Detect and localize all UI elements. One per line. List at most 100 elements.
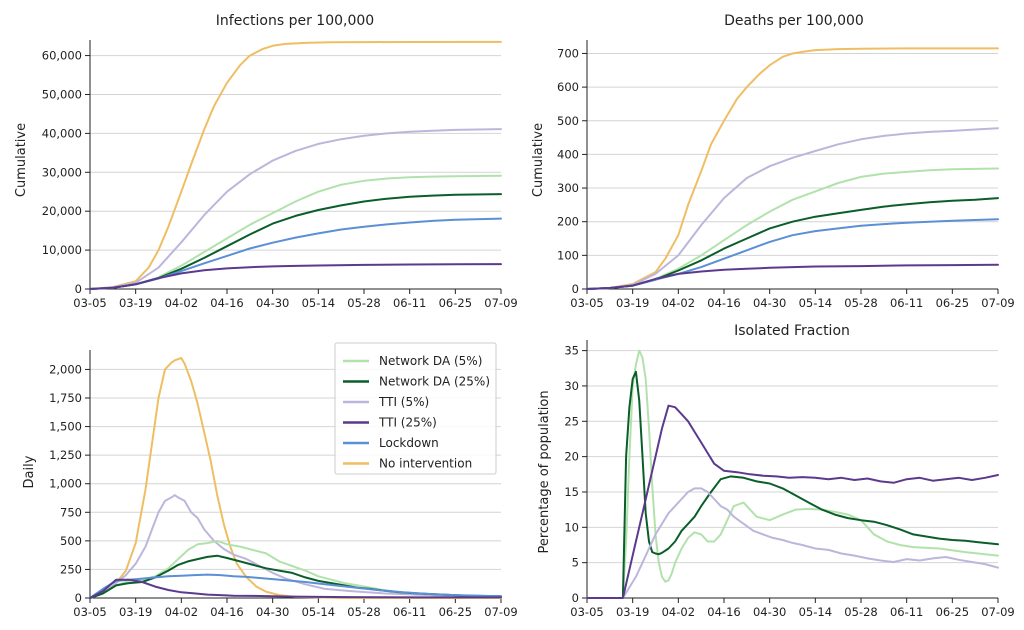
infections-panel-title: Infections per 100,000 xyxy=(216,13,374,29)
isolated-ytick-label: 20 xyxy=(564,450,579,464)
isolated-ytick-label: 30 xyxy=(564,379,579,393)
isolated-ytick-label: 10 xyxy=(564,520,579,534)
isolated-xtick-label: 03-19 xyxy=(616,605,649,619)
infections-xtick-label: 03-05 xyxy=(73,296,106,310)
infections-ytick-label: 30,000 xyxy=(42,165,82,179)
isolated-xtick-label: 04-30 xyxy=(753,605,786,619)
daily-ytick-label: 250 xyxy=(60,562,82,576)
deaths-panel-title: Deaths per 100,000 xyxy=(724,13,864,29)
infections-ytick-label: 0 xyxy=(75,282,82,296)
isolated-xtick-label: 04-02 xyxy=(662,605,695,619)
isolated-xtick-label: 06-25 xyxy=(936,605,969,619)
daily-xtick-label: 05-14 xyxy=(302,605,335,619)
isolated-xtick-label: 04-16 xyxy=(707,605,740,619)
daily-xtick-label: 04-16 xyxy=(210,605,243,619)
daily-panel: 0 250 500 750 1,000 1,250 1,500 1,750 2,000 03-05… xyxy=(49,350,518,619)
deaths-series-no-intervention xyxy=(586,47,999,290)
isolated-ytick-label: 15 xyxy=(564,485,579,499)
infections-series-no-intervention xyxy=(89,40,502,290)
infections-series-tti-5 xyxy=(89,128,502,290)
infections-xtick-label: 05-28 xyxy=(347,296,380,310)
infections-ytick-label: 20,000 xyxy=(42,204,82,218)
infections-xtick-label: 04-02 xyxy=(165,296,198,310)
isolated-ylabel: Percentage of population xyxy=(537,390,552,553)
daily-ytick-label: 1,500 xyxy=(49,420,82,434)
deaths-ytick-label: 700 xyxy=(557,46,579,60)
daily-series-tti-25 xyxy=(89,578,502,599)
infections-xtick-label: 06-25 xyxy=(439,296,472,310)
infections-series-tti-25 xyxy=(89,263,502,290)
daily-ytick-label: 750 xyxy=(60,505,82,519)
deaths-series-tti-5 xyxy=(586,127,999,290)
infections-xtick-label: 04-16 xyxy=(210,296,243,310)
deaths-xtick-label: 06-11 xyxy=(890,296,923,310)
deaths-ytick-label: 600 xyxy=(557,80,579,94)
isolated-ytick-label: 5 xyxy=(572,556,579,570)
deaths-xtick-label: 05-14 xyxy=(799,296,832,310)
deaths-ytick-label: 500 xyxy=(557,114,579,128)
isolated-ytick-label: 0 xyxy=(572,591,579,605)
daily-series-tti-5 xyxy=(89,494,502,599)
infections-panel: 0 10,000 20,000 30,000 40,000 50,000 60,000 03-… xyxy=(42,40,518,310)
isolated-panel-title: Isolated Fraction xyxy=(734,323,850,339)
infections-ylabel: Cumulative xyxy=(14,123,29,197)
infections-xtick-label: 04-30 xyxy=(256,296,289,310)
deaths-ytick-label: 400 xyxy=(557,147,579,161)
legend-label-network-da-5: Network DA (5%) xyxy=(379,354,482,368)
legend-label-no-intervention: No intervention xyxy=(379,457,472,471)
daily-xtick-label: 05-28 xyxy=(347,605,380,619)
legend-label-tti-25: TTI (25%) xyxy=(378,416,437,430)
daily-ytick-label: 2,000 xyxy=(49,362,82,376)
deaths-ytick-label: 200 xyxy=(557,215,579,229)
deaths-xtick-label: 05-28 xyxy=(844,296,877,310)
deaths-xtick-label: 07-09 xyxy=(981,296,1014,310)
deaths-series-network-da-5 xyxy=(586,167,999,290)
isolated-ytick-label: 25 xyxy=(564,414,579,428)
daily-xtick-label: 03-19 xyxy=(119,605,152,619)
infections-ytick-label: 60,000 xyxy=(42,49,82,63)
deaths-xtick-label: 04-02 xyxy=(662,296,695,310)
isolated-series-network-da-5 xyxy=(586,349,999,599)
deaths-ytick-label: 300 xyxy=(557,181,579,195)
deaths-xtick-label: 03-05 xyxy=(570,296,603,310)
legend-label-network-da-25: Network DA (25%) xyxy=(379,375,490,389)
infections-xtick-label: 06-11 xyxy=(393,296,426,310)
deaths-xtick-label: 04-16 xyxy=(707,296,740,310)
daily-ytick-label: 1,750 xyxy=(49,391,82,405)
deaths-panel: 0 100 200 300 400 500 600 700 03-05 03-19 04-02 04-… xyxy=(557,40,1015,310)
deaths-xtick-label: 03-19 xyxy=(616,296,649,310)
isolated-xtick-label: 05-14 xyxy=(799,605,832,619)
infections-ytick-label: 10,000 xyxy=(42,243,82,257)
daily-xtick-label: 04-02 xyxy=(165,605,198,619)
deaths-ytick-label: 100 xyxy=(557,248,579,262)
daily-xtick-label: 07-09 xyxy=(484,605,517,619)
legend-label-lockdown: Lockdown xyxy=(379,436,439,450)
deaths-series-tti-25 xyxy=(586,263,999,290)
isolated-series-tti-25 xyxy=(586,404,999,599)
infections-ytick-label: 50,000 xyxy=(42,87,82,101)
deaths-ytick-label: 0 xyxy=(572,282,579,296)
deaths-xtick-label: 06-25 xyxy=(936,296,969,310)
isolated-ytick-label: 35 xyxy=(564,344,579,358)
daily-ytick-label: 1,250 xyxy=(49,448,82,462)
isolated-xtick-label: 03-05 xyxy=(570,605,603,619)
infections-xtick-label: 07-09 xyxy=(484,296,517,310)
daily-ytick-label: 1,000 xyxy=(49,477,82,491)
daily-xtick-label: 06-25 xyxy=(439,605,472,619)
daily-xtick-label: 06-11 xyxy=(393,605,426,619)
isolated-panel: 0 5 10 15 20 25 30 35 03-05 03-19 04-02 04-16 04-30 0… xyxy=(564,340,1015,619)
daily-ytick-label: 500 xyxy=(60,534,82,548)
daily-ytick-label: 0 xyxy=(75,591,82,605)
daily-ylabel: Daily xyxy=(22,455,37,488)
infections-xtick-label: 03-19 xyxy=(119,296,152,310)
deaths-series-lockdown xyxy=(586,218,999,290)
deaths-ylabel: Cumulative xyxy=(531,123,546,197)
infections-ytick-label: 40,000 xyxy=(42,126,82,140)
daily-series-lockdown xyxy=(89,573,502,599)
legend-label-tti-5: TTI (5%) xyxy=(378,395,429,409)
legend-box xyxy=(334,342,497,475)
daily-xtick-label: 03-05 xyxy=(73,605,106,619)
isolated-series-tti-5 xyxy=(586,487,999,599)
daily-xtick-label: 04-30 xyxy=(256,605,289,619)
